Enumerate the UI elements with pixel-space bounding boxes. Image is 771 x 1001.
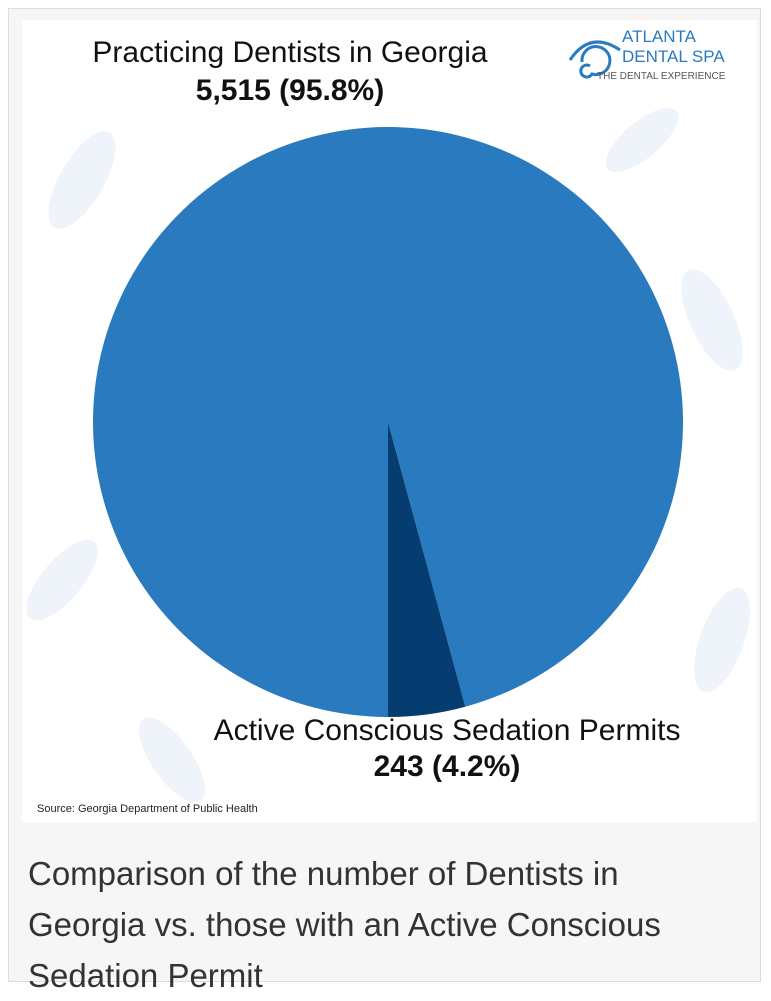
caption: Comparison of the number of Dentists in …	[28, 848, 728, 1001]
value-label: 5,515 (95.8%)	[196, 74, 384, 107]
chart: ATLANTA DENTAL SPA THE DENTAL EXPERIENCE…	[22, 20, 757, 822]
value-label: 243 (4.2%)	[374, 750, 521, 783]
logo-text: DENTAL SPA	[622, 47, 725, 66]
slice-label: Practicing Dentists in Georgia	[92, 36, 487, 69]
slice-label: Active Conscious Sedation Permits	[214, 714, 681, 747]
logo-text: ATLANTA	[622, 27, 697, 46]
logo-tagline: THE DENTAL EXPERIENCE	[597, 71, 726, 82]
source-note: Source: Georgia Department of Public Hea…	[37, 803, 258, 815]
